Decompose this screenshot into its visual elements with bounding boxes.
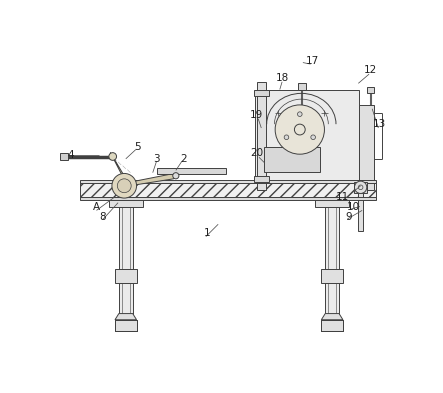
Text: 13: 13 bbox=[373, 119, 386, 129]
Bar bbox=[325, 208, 339, 269]
Text: 5: 5 bbox=[134, 142, 140, 152]
Bar bbox=[80, 196, 376, 200]
Bar bbox=[156, 168, 226, 174]
Bar bbox=[359, 105, 374, 189]
Bar bbox=[115, 320, 136, 331]
Text: 4: 4 bbox=[67, 150, 74, 160]
Text: 2: 2 bbox=[180, 154, 187, 164]
Bar bbox=[80, 184, 376, 196]
Circle shape bbox=[117, 179, 131, 193]
Bar bbox=[109, 200, 143, 208]
Polygon shape bbox=[321, 314, 343, 320]
Bar bbox=[325, 283, 339, 314]
Bar bbox=[119, 283, 133, 314]
Bar bbox=[298, 83, 306, 90]
Circle shape bbox=[109, 152, 117, 160]
Bar bbox=[321, 269, 343, 283]
Circle shape bbox=[298, 112, 302, 116]
Polygon shape bbox=[125, 173, 178, 187]
Bar bbox=[264, 147, 320, 172]
Text: 11: 11 bbox=[336, 192, 350, 202]
Circle shape bbox=[284, 135, 289, 140]
Bar bbox=[253, 90, 269, 95]
Bar bbox=[358, 193, 363, 231]
Bar bbox=[115, 320, 136, 331]
Bar bbox=[321, 320, 343, 331]
Bar bbox=[60, 152, 68, 160]
Circle shape bbox=[354, 181, 367, 193]
Text: 18: 18 bbox=[276, 73, 289, 83]
Circle shape bbox=[112, 173, 136, 198]
Text: 3: 3 bbox=[153, 154, 160, 164]
Bar bbox=[115, 269, 136, 283]
Polygon shape bbox=[110, 152, 132, 189]
Bar bbox=[321, 320, 343, 331]
Text: 17: 17 bbox=[306, 56, 319, 66]
Circle shape bbox=[311, 135, 315, 140]
Bar bbox=[255, 90, 359, 182]
Circle shape bbox=[275, 105, 324, 154]
Polygon shape bbox=[115, 314, 136, 320]
Text: 20: 20 bbox=[250, 149, 263, 158]
Bar bbox=[256, 82, 266, 189]
Text: 12: 12 bbox=[364, 65, 377, 75]
Bar bbox=[80, 180, 376, 184]
Text: 1: 1 bbox=[203, 228, 210, 239]
Text: 10: 10 bbox=[346, 202, 360, 212]
Text: 8: 8 bbox=[99, 211, 106, 222]
Text: 19: 19 bbox=[250, 110, 263, 120]
Circle shape bbox=[173, 173, 179, 179]
Bar bbox=[119, 208, 133, 269]
Text: A: A bbox=[93, 202, 100, 212]
Bar bbox=[367, 87, 374, 94]
Text: 9: 9 bbox=[346, 211, 352, 222]
Bar bbox=[315, 200, 349, 208]
Bar bbox=[354, 182, 367, 193]
Bar bbox=[253, 176, 269, 182]
